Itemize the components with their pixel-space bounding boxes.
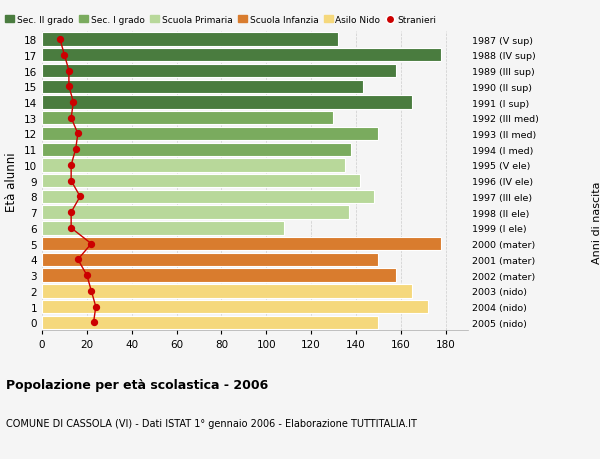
Bar bbox=[42, 269, 396, 282]
Text: Popolazione per età scolastica - 2006: Popolazione per età scolastica - 2006 bbox=[6, 379, 268, 392]
Bar bbox=[42, 49, 441, 62]
Bar bbox=[42, 96, 412, 109]
Point bbox=[76, 193, 85, 201]
Point bbox=[86, 241, 96, 248]
Point bbox=[67, 162, 76, 169]
Point bbox=[86, 287, 96, 295]
Bar bbox=[42, 285, 412, 298]
Bar bbox=[42, 316, 379, 329]
Bar bbox=[42, 34, 338, 47]
Bar bbox=[42, 190, 374, 204]
Point bbox=[59, 52, 69, 59]
Bar bbox=[42, 80, 362, 94]
Bar bbox=[42, 128, 379, 141]
Bar bbox=[42, 143, 352, 157]
Point bbox=[91, 303, 101, 311]
Bar bbox=[42, 300, 428, 313]
Point bbox=[64, 84, 74, 91]
Bar bbox=[42, 65, 396, 78]
Text: COMUNE DI CASSOLA (VI) - Dati ISTAT 1° gennaio 2006 - Elaborazione TUTTITALIA.IT: COMUNE DI CASSOLA (VI) - Dati ISTAT 1° g… bbox=[6, 418, 417, 428]
Point bbox=[71, 146, 80, 154]
Bar bbox=[42, 206, 349, 219]
Bar bbox=[42, 253, 379, 267]
Point bbox=[67, 178, 76, 185]
Point bbox=[82, 272, 92, 279]
Legend: Sec. II grado, Sec. I grado, Scuola Primaria, Scuola Infanzia, Asilo Nido, Stran: Sec. II grado, Sec. I grado, Scuola Prim… bbox=[5, 16, 437, 25]
Point bbox=[89, 319, 98, 326]
Bar bbox=[42, 159, 344, 172]
Point bbox=[55, 36, 65, 44]
Point bbox=[67, 209, 76, 216]
Bar bbox=[42, 174, 361, 188]
Point bbox=[67, 115, 76, 122]
Bar bbox=[42, 112, 334, 125]
Text: Anni di nascita: Anni di nascita bbox=[592, 181, 600, 263]
Y-axis label: Età alunni: Età alunni bbox=[5, 151, 19, 211]
Point bbox=[67, 225, 76, 232]
Point bbox=[64, 68, 74, 75]
Point bbox=[68, 99, 78, 106]
Point bbox=[73, 256, 83, 263]
Point bbox=[73, 130, 83, 138]
Bar bbox=[42, 222, 284, 235]
Bar bbox=[42, 237, 441, 251]
